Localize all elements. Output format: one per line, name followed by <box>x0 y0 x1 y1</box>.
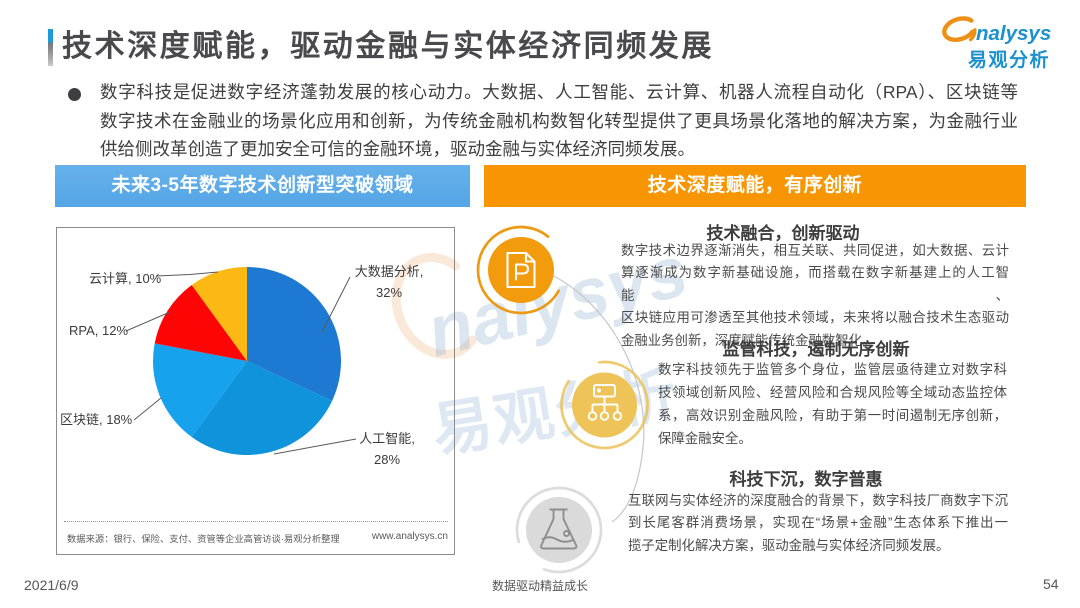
svg-text:nalysys: nalysys <box>976 22 1051 45</box>
svg-text:易观分析: 易观分析 <box>968 48 1050 70</box>
svg-text:易观分析: 易观分析 <box>428 360 683 465</box>
